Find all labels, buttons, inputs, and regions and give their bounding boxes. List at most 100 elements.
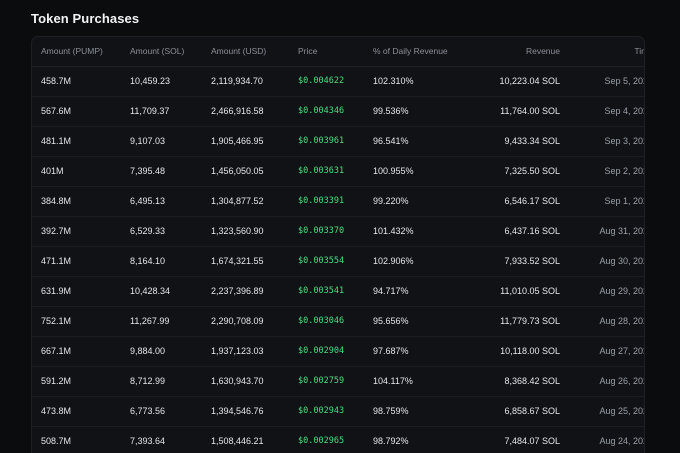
cell-pct-daily-revenue: 104.117% (373, 376, 413, 386)
column-header-pct-daily-revenue[interactable]: % of Daily Revenue (373, 37, 472, 67)
cell-price: $0.003631 (298, 166, 345, 176)
cell-amount-sol: 9,884.00 (130, 346, 166, 356)
table-row[interactable]: 591.2M 8,712.99 1,630,943.70 $0.002759 104.1… (32, 366, 644, 396)
cell-price: $0.003961 (298, 136, 345, 146)
cell-amount-usd: 1,394,546.76 (211, 406, 264, 416)
cell-pct-daily-revenue: 98.759% (373, 406, 409, 416)
table-row[interactable]: 384.8M 6,495.13 1,304,877.52 $0.003391 99.22… (32, 186, 644, 216)
cell-revenue: 11,010.05 SOL (500, 286, 560, 296)
column-header-amount-sol[interactable]: Amount (SOL) (130, 37, 211, 67)
cell-amount-sol: 7,395.48 (130, 166, 166, 176)
table-row[interactable]: 567.6M 11,709.37 2,466,916.58 $0.004346 99.5… (32, 96, 644, 126)
table-row[interactable]: 752.1M 11,267.99 2,290,708.09 $0.003046 95.6… (32, 306, 644, 336)
cell-amount-pump: 567.6M (41, 106, 72, 116)
cell-pct-daily-revenue: 94.717% (373, 286, 409, 296)
cell-price: $0.004346 (298, 106, 345, 116)
cell-revenue: 11,779.73 SOL (500, 316, 560, 326)
table-body: 458.7M 10,459.23 2,119,934.70 $0.004622 102.… (32, 66, 644, 453)
page-title: Token Purchases (31, 11, 140, 26)
cell-time: Sep 4, 2025 (604, 106, 644, 116)
cell-revenue: 9,433.34 SOL (504, 136, 560, 146)
cell-revenue: 10,223.04 SOL (499, 76, 560, 86)
cell-amount-pump: 752.1M (41, 316, 72, 326)
cell-price: $0.002965 (298, 436, 345, 446)
cell-pct-daily-revenue: 97.687% (373, 346, 409, 356)
cell-pct-daily-revenue: 102.310% (373, 76, 414, 86)
cell-pct-daily-revenue: 101.432% (373, 226, 414, 236)
cell-amount-usd: 1,937,123.03 (211, 346, 264, 356)
cell-time: Aug 27, 2025 (599, 346, 644, 356)
header-row: Amount (PUMP) Amount (SOL) Amount (USD) … (32, 37, 644, 67)
cell-revenue: 11,764.00 SOL (500, 106, 560, 116)
cell-time: Sep 2, 2025 (604, 166, 644, 176)
table-row[interactable]: 508.7M 7,393.64 1,508,446.21 $0.002965 98.79… (32, 426, 644, 453)
cell-pct-daily-revenue: 95.656% (373, 316, 409, 326)
cell-time: Aug 26, 2025 (599, 376, 644, 386)
cell-time: Aug 29, 2025 (599, 286, 644, 296)
cell-amount-pump: 481.1M (41, 136, 72, 146)
cell-amount-sol: 6,495.13 (130, 196, 166, 206)
cell-price: $0.002759 (298, 376, 345, 386)
cell-time: Aug 24, 2025 (599, 436, 644, 446)
table-row[interactable]: 458.7M 10,459.23 2,119,934.70 $0.004622 102.… (32, 66, 644, 96)
column-header-amount-pump[interactable]: Amount (PUMP) (32, 37, 130, 67)
cell-amount-sol: 9,107.03 (130, 136, 166, 146)
cell-amount-sol: 6,529.33 (130, 226, 166, 236)
cell-revenue: 8,368.42 SOL (504, 376, 560, 386)
cell-price: $0.004622 (298, 76, 345, 86)
purchases-table: Amount (PUMP) Amount (SOL) Amount (USD) … (32, 37, 644, 453)
cell-amount-usd: 1,630,943.70 (211, 376, 264, 386)
cell-revenue: 6,546.17 SOL (504, 196, 560, 206)
cell-pct-daily-revenue: 99.536% (373, 106, 409, 116)
cell-amount-sol: 8,712.99 (130, 376, 166, 386)
cell-amount-sol: 6,773.56 (130, 406, 166, 416)
cell-revenue: 6,437.16 SOL (504, 226, 560, 236)
cell-amount-pump: 473.8M (41, 406, 72, 416)
column-header-time[interactable]: Time (560, 37, 644, 67)
cell-amount-usd: 1,905,466.95 (211, 136, 264, 146)
cell-amount-usd: 2,237,396.89 (211, 286, 264, 296)
cell-amount-sol: 8,164.10 (130, 256, 166, 266)
table-row[interactable]: 471.1M 8,164.10 1,674,321.55 $0.003554 102.9… (32, 246, 644, 276)
cell-amount-sol: 11,709.37 (130, 106, 170, 116)
cell-price: $0.002904 (298, 346, 345, 356)
cell-price: $0.003370 (298, 226, 345, 236)
cell-time: Sep 3, 2025 (604, 136, 644, 146)
table-row[interactable]: 667.1M 9,884.00 1,937,123.03 $0.002904 97.68… (32, 336, 644, 366)
column-header-amount-usd[interactable]: Amount (USD) (211, 37, 298, 67)
cell-amount-pump: 631.9M (41, 286, 72, 296)
table-row[interactable]: 481.1M 9,107.03 1,905,466.95 $0.003961 96.54… (32, 126, 644, 156)
cell-pct-daily-revenue: 98.792% (373, 436, 409, 446)
cell-amount-pump: 401M (41, 166, 64, 176)
cell-revenue: 7,484.07 SOL (504, 436, 560, 446)
cell-amount-pump: 458.7M (41, 76, 72, 86)
cell-time: Sep 5, 2025 (604, 76, 644, 86)
cell-time: Aug 25, 2025 (599, 406, 644, 416)
cell-time: Sep 1, 2025 (604, 196, 644, 206)
table-row[interactable]: 401M 7,395.48 1,456,050.05 $0.003631 100.955… (32, 156, 644, 186)
cell-time: Aug 28, 2025 (599, 316, 644, 326)
column-header-revenue[interactable]: Revenue (472, 37, 560, 67)
column-header-price[interactable]: Price (298, 37, 373, 67)
table-row[interactable]: 392.7M 6,529.33 1,323,560.90 $0.003370 101.4… (32, 216, 644, 246)
cell-price: $0.003554 (298, 256, 345, 266)
cell-revenue: 7,325.50 SOL (504, 166, 560, 176)
cell-amount-pump: 508.7M (41, 436, 72, 446)
cell-amount-usd: 2,466,916.58 (211, 106, 264, 116)
cell-amount-usd: 2,119,934.70 (211, 76, 263, 86)
cell-revenue: 7,933.52 SOL (504, 256, 560, 266)
cell-amount-sol: 7,393.64 (130, 436, 166, 446)
cell-pct-daily-revenue: 99.220% (373, 196, 409, 206)
cell-amount-usd: 1,456,050.05 (211, 166, 264, 176)
cell-time: Aug 31, 2025 (599, 226, 644, 236)
cell-amount-pump: 667.1M (41, 346, 72, 356)
cell-amount-usd: 1,323,560.90 (211, 226, 264, 236)
cell-amount-pump: 591.2M (41, 376, 72, 386)
cell-amount-usd: 1,674,321.55 (211, 256, 264, 266)
cell-revenue: 6,858.67 SOL (504, 406, 560, 416)
cell-pct-daily-revenue: 96.541% (373, 136, 409, 146)
table-row[interactable]: 631.9M 10,428.34 2,237,396.89 $0.003541 94.7… (32, 276, 644, 306)
cell-pct-daily-revenue: 102.906% (373, 256, 414, 266)
table-row[interactable]: 473.8M 6,773.56 1,394,546.76 $0.002943 98.75… (32, 396, 644, 426)
